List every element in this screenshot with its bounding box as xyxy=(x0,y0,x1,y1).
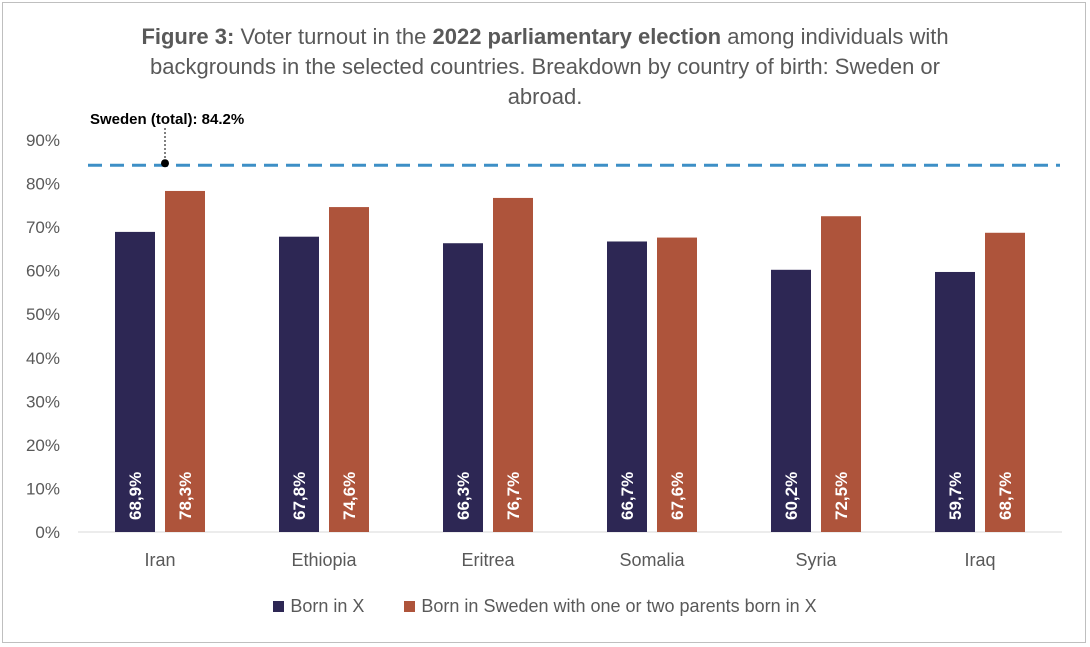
reference-marker xyxy=(161,159,169,168)
y-tick-label: 30% xyxy=(26,392,60,411)
title-part2: among individuals with backgrounds in th… xyxy=(149,24,949,109)
bar-born-in-x xyxy=(935,271,975,532)
bar-born-in-x xyxy=(279,236,319,532)
legend-item-born-in-x: Born in X xyxy=(273,596,364,617)
bar-value-label: 78,3% xyxy=(176,472,195,520)
bar-born-in-sweden xyxy=(985,232,1025,533)
bar-value-label: 67,6% xyxy=(668,472,687,520)
legend-swatch-born-in-x xyxy=(273,601,285,612)
x-category-label: Iraq xyxy=(964,550,995,570)
bar-value-label: 68,9% xyxy=(126,472,145,520)
legend-swatch-born-in-sweden xyxy=(404,601,416,612)
bar-value-label: 66,7% xyxy=(618,472,637,520)
bar-value-label: 72,5% xyxy=(832,472,851,520)
bar-born-in-x xyxy=(115,231,155,532)
bar-born-in-sweden xyxy=(821,216,861,532)
legend-label-born-in-sweden: Born in Sweden with one or two parents b… xyxy=(421,596,817,616)
chart-title: Figure 3: Voter turnout in the 2022 parl… xyxy=(110,22,980,112)
y-tick-label: 0% xyxy=(35,523,60,542)
y-tick-label: 10% xyxy=(26,479,60,498)
bar-value-label: 74,6% xyxy=(340,472,359,520)
bar-born-in-x xyxy=(443,243,483,532)
y-tick-label: 20% xyxy=(26,436,60,455)
x-category-label: Syria xyxy=(795,550,837,570)
x-category-label: Ethiopia xyxy=(291,550,357,570)
bar-value-label: 60,2% xyxy=(782,472,801,520)
y-tick-label: 70% xyxy=(26,218,60,237)
x-category-label: Eritrea xyxy=(461,550,515,570)
y-tick-label: 90% xyxy=(26,131,60,150)
y-tick-label: 40% xyxy=(26,349,60,368)
title-bold: 2022 parliamentary election xyxy=(432,24,722,49)
y-tick-label: 60% xyxy=(26,262,60,281)
y-tick-label: 80% xyxy=(26,175,60,194)
bar-value-label: 66,3% xyxy=(454,472,473,520)
x-category-label: Somalia xyxy=(619,550,685,570)
bar-born-in-sweden xyxy=(329,207,369,532)
bar-value-label: 76,7% xyxy=(504,472,523,520)
legend-label-born-in-x: Born in X xyxy=(290,596,365,616)
bar-born-in-sweden xyxy=(165,190,205,532)
bar-value-label: 59,7% xyxy=(946,472,965,520)
bar-value-label: 68,7% xyxy=(996,472,1015,520)
title-lead: Figure 3: xyxy=(141,24,235,49)
title-part1: Voter turnout in the xyxy=(240,24,427,49)
legend-item-born-in-sweden: Born in Sweden with one or two parents b… xyxy=(404,596,817,617)
bar-born-in-x xyxy=(607,241,647,533)
bar-born-in-x xyxy=(771,269,811,532)
reference-label: Sweden (total): 84.2% xyxy=(90,111,244,128)
bar-value-label: 67,8% xyxy=(290,472,309,520)
x-category-label: Iran xyxy=(144,550,175,570)
legend: Born in X Born in Sweden with one or two… xyxy=(0,596,1090,617)
y-tick-label: 50% xyxy=(26,305,60,324)
bar-born-in-sweden xyxy=(493,197,533,532)
bar-born-in-sweden xyxy=(657,237,697,532)
